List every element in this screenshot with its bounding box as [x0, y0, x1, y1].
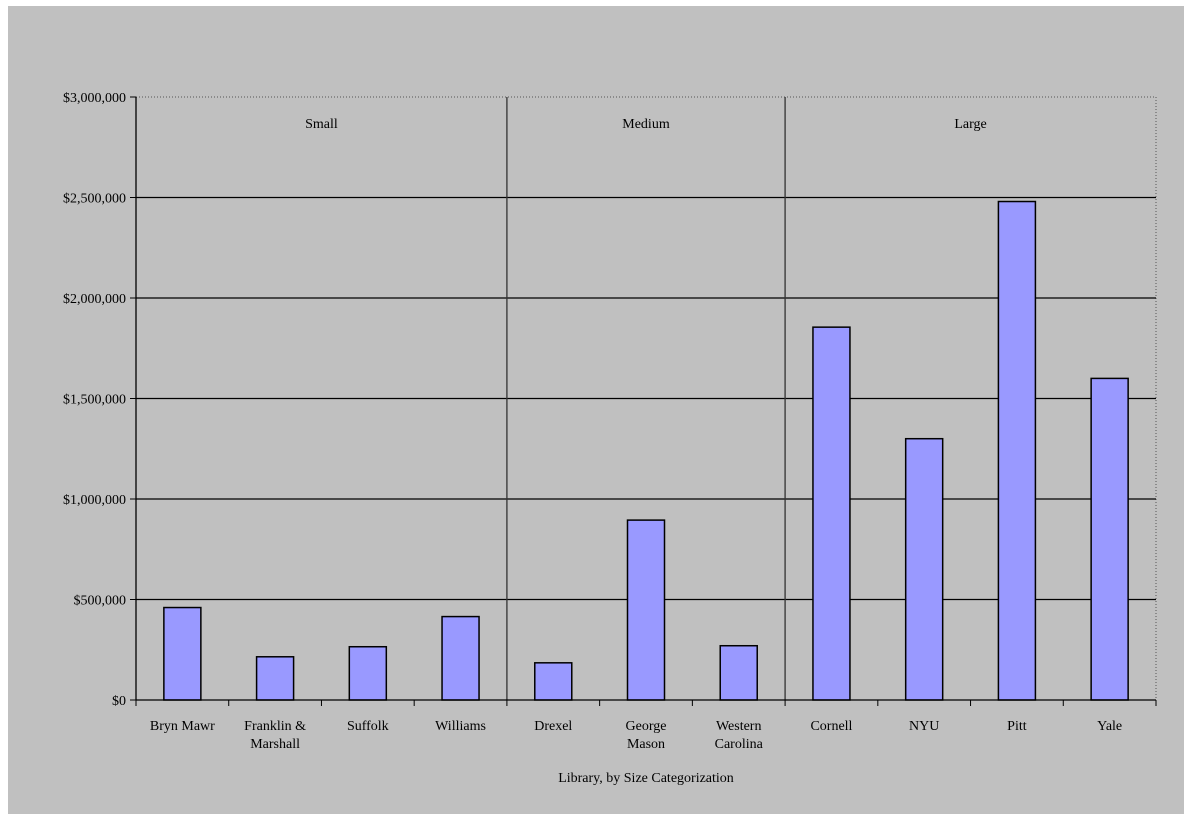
group-label: Small [305, 117, 338, 132]
y-tick-label: $1,000,000 [63, 493, 126, 508]
group-separators [506, 97, 786, 700]
x-tick-label: Western Carolina [715, 719, 764, 752]
y-tick-label: $2,000,000 [63, 292, 126, 307]
y-tick-label: $1,500,000 [63, 393, 126, 408]
x-tick-label: Suffolk [347, 719, 389, 734]
bar [348, 645, 388, 701]
x-tick-label: George Mason [626, 719, 667, 752]
bar [441, 615, 480, 701]
y-tick-label: $2,500,000 [63, 192, 126, 207]
bar-chart: $0 $500,000 $1,000,000 $1,500,000 $2,000,000… [63, 91, 1157, 786]
x-tick-label-line: Marshall [250, 737, 300, 752]
bar [163, 606, 202, 701]
group-label: Large [954, 117, 986, 132]
bar [812, 326, 851, 701]
bar [534, 662, 573, 701]
x-tick-label-line: Bryn Mawr [150, 719, 215, 734]
x-tick-label-line: Pitt [1007, 719, 1027, 734]
y-tick-label: $0 [112, 694, 126, 709]
group-labels: Small Medium Large [305, 117, 987, 132]
x-tick-label-line: Drexel [534, 719, 572, 734]
bars [163, 200, 1129, 701]
y-tick-label: $3,000,000 [63, 91, 126, 106]
bar [997, 200, 1037, 701]
x-axis-title: Library, by Size Categorization [558, 771, 734, 786]
x-tick-label-line: Franklin & [244, 719, 306, 734]
y-tick-label: $500,000 [74, 594, 127, 609]
x-tick-label: Bryn Mawr [150, 719, 215, 734]
bar [255, 656, 295, 701]
axes [130, 96, 1157, 706]
x-tick-label-line: Carolina [715, 737, 764, 752]
x-tick-label: Drexel [534, 719, 572, 734]
x-tick-label: NYU [909, 719, 939, 734]
x-tick-label: Yale [1097, 719, 1122, 734]
group-label: Medium [622, 117, 670, 132]
x-tick-label-line: Williams [435, 719, 486, 734]
x-tick-label-line: Cornell [810, 719, 852, 734]
x-tick-label-line: Suffolk [347, 719, 389, 734]
x-tick-label: Cornell [810, 719, 852, 734]
bar [719, 644, 758, 701]
x-tick-label-line: Mason [627, 737, 665, 752]
x-tick-label: Pitt [1007, 719, 1027, 734]
x-tick-label-line: George [626, 719, 667, 734]
x-tick-label-line: NYU [909, 719, 939, 734]
x-tick-label-line: Western [716, 719, 762, 734]
bar [626, 519, 666, 701]
y-tick-labels: $0 $500,000 $1,000,000 $1,500,000 $2,000,000… [63, 91, 126, 709]
bar [904, 437, 944, 701]
x-tick-label-line: Yale [1097, 719, 1122, 734]
x-tick-label: Williams [435, 719, 486, 734]
x-tick-label: Franklin & Marshall [244, 719, 306, 752]
chart-area: $0 $500,000 $1,000,000 $1,500,000 $2,000,000… [8, 6, 1184, 814]
x-tick-labels: Bryn Mawr Franklin & Marshall Suffolk Willia… [150, 719, 1122, 752]
bar [1090, 377, 1129, 701]
